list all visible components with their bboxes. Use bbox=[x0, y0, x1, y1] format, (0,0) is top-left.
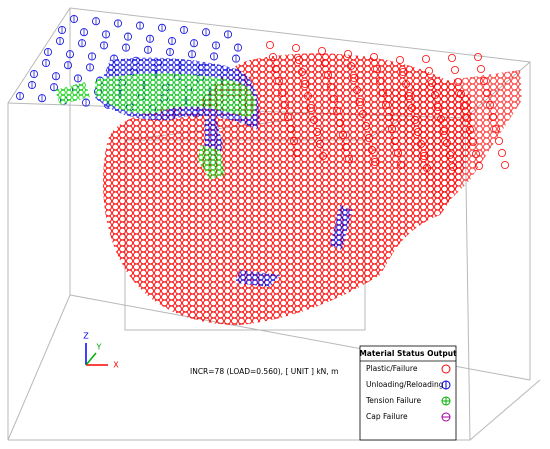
material-point bbox=[473, 52, 483, 62]
material-point bbox=[450, 65, 460, 75]
legend-symbol bbox=[441, 364, 451, 374]
axis-label: Y bbox=[96, 343, 102, 352]
axis-label: X bbox=[113, 361, 119, 370]
material-point bbox=[395, 55, 405, 65]
legend-symbol bbox=[441, 396, 451, 406]
material-point bbox=[265, 40, 275, 50]
material-point bbox=[494, 136, 504, 146]
plastic-zone bbox=[103, 53, 522, 325]
tension-zone bbox=[55, 73, 256, 180]
status-text: INCR=78 (LOAD=0.560), [ UNIT ] kN, m bbox=[190, 367, 338, 376]
axis-triad: Z Y X bbox=[83, 332, 119, 370]
legend: Material Status Output Plastic/Failure U… bbox=[359, 345, 457, 441]
material-point bbox=[421, 54, 431, 64]
legend-symbol bbox=[441, 412, 451, 422]
material-point bbox=[291, 43, 301, 53]
material-point bbox=[497, 148, 507, 158]
legend-label: Plastic/Failure bbox=[366, 364, 418, 373]
legend-label: Unloading/Reloading bbox=[366, 380, 444, 389]
legend-label: Tension Failure bbox=[365, 396, 421, 405]
legend-label: Cap Failure bbox=[366, 412, 408, 421]
material-point bbox=[476, 64, 486, 74]
axis-label: Z bbox=[83, 332, 89, 341]
legend-symbol bbox=[441, 380, 451, 390]
material-point bbox=[447, 53, 457, 63]
legend-title: Material Status Output bbox=[359, 349, 457, 358]
material-point bbox=[500, 160, 510, 170]
